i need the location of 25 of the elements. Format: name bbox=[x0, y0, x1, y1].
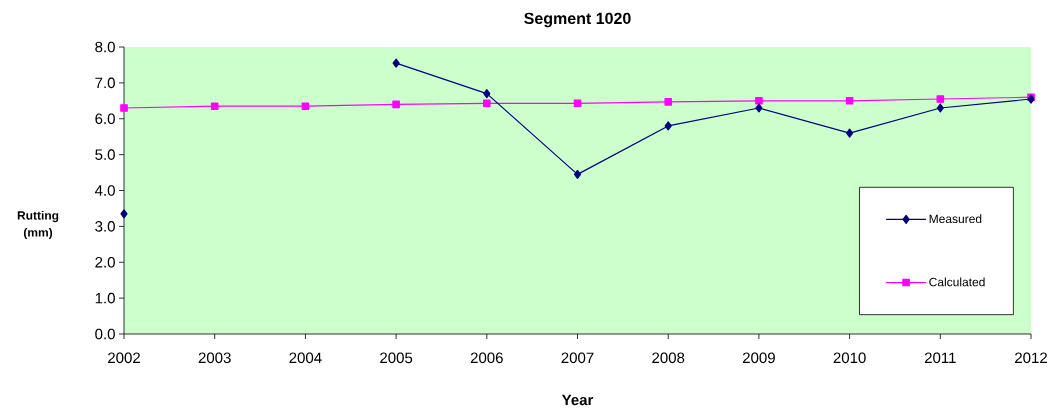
y-tick-label: 5.0 bbox=[95, 149, 115, 160]
y-axis-title: Rutting (mm) bbox=[17, 210, 59, 240]
legend-label: Calculated bbox=[929, 277, 985, 287]
y-tick-label: 8.0 bbox=[95, 41, 115, 53]
x-tick-label: 2004 bbox=[289, 352, 322, 364]
y-tick-label: 1.0 bbox=[95, 292, 115, 304]
y-tick-label: 2.0 bbox=[95, 256, 115, 268]
x-tick-label: 2010 bbox=[833, 352, 866, 364]
x-tick-label: 2011 bbox=[924, 352, 956, 364]
y-tick-label: 7.0 bbox=[95, 77, 115, 89]
x-tick-label: 2007 bbox=[561, 352, 594, 364]
x-tick-label: 2005 bbox=[380, 352, 413, 364]
x-tick-label: 2009 bbox=[742, 352, 775, 364]
x-axis-title: Year bbox=[561, 394, 594, 406]
y-tick-label: 0.0 bbox=[95, 328, 115, 340]
x-tick-label: 2012 bbox=[1015, 352, 1047, 364]
x-tick-label: 2008 bbox=[652, 352, 685, 364]
x-tick-label: 2006 bbox=[470, 352, 503, 364]
y-tick-label: 4.0 bbox=[94, 185, 115, 196]
x-tick-label: 2002 bbox=[108, 352, 140, 364]
y-tick-label: 6.0 bbox=[95, 113, 115, 125]
x-tick-label: 2003 bbox=[198, 352, 231, 364]
chart-title: Segment 1020 bbox=[524, 12, 631, 28]
legend-label: Measured bbox=[929, 214, 982, 224]
y-tick-label: 3.0 bbox=[95, 221, 115, 232]
